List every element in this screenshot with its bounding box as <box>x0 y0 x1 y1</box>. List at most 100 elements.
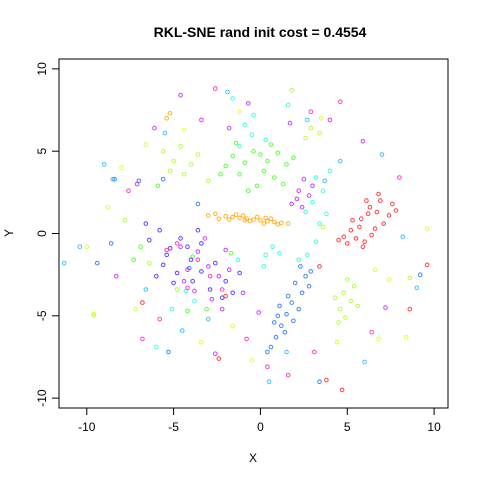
x-axis-label: X <box>249 451 257 465</box>
data-point <box>305 252 310 258</box>
data-point <box>303 274 308 279</box>
data-point <box>213 260 218 266</box>
data-point <box>199 339 204 345</box>
data-point <box>213 351 218 357</box>
data-point <box>226 125 232 131</box>
data-point <box>294 196 300 202</box>
data-point <box>143 142 149 147</box>
data-point <box>258 218 263 223</box>
data-point <box>277 303 282 309</box>
data-point <box>317 130 322 136</box>
data-point <box>240 213 246 218</box>
data-point <box>140 300 145 305</box>
data-point <box>185 244 190 249</box>
data-point <box>379 152 385 157</box>
data-point <box>313 175 319 180</box>
data-point <box>277 251 282 256</box>
data-point <box>219 306 225 312</box>
data-point <box>230 290 235 296</box>
data-point <box>112 176 117 182</box>
data-point <box>374 209 380 215</box>
data-point <box>285 221 291 226</box>
data-point <box>291 155 296 161</box>
data-point <box>233 140 239 146</box>
data-point <box>192 288 197 294</box>
data-point <box>289 88 295 93</box>
data-point <box>338 158 343 164</box>
data-point <box>272 320 277 325</box>
data-point <box>160 262 166 268</box>
data-point <box>251 148 256 154</box>
data-point <box>136 178 142 184</box>
data-point <box>105 204 110 210</box>
data-point <box>317 221 322 226</box>
data-point <box>140 336 145 342</box>
data-point <box>360 139 366 144</box>
data-point <box>362 239 367 244</box>
data-point <box>119 165 124 170</box>
data-point <box>284 349 289 355</box>
data-point <box>61 260 67 266</box>
data-point <box>147 260 152 266</box>
data-point <box>192 298 197 304</box>
y-tick-label: 0 <box>35 230 49 237</box>
data-point <box>230 96 235 101</box>
data-point <box>270 244 275 249</box>
data-point <box>341 234 347 240</box>
data-point <box>378 198 383 203</box>
data-point <box>174 270 180 276</box>
data-point <box>343 315 348 320</box>
data-point <box>327 168 333 174</box>
data-point <box>299 290 305 296</box>
data-point <box>261 168 267 174</box>
y-axis-label: Y <box>2 229 16 237</box>
data-point <box>155 183 161 189</box>
x-tick-label: -5 <box>168 420 179 434</box>
data-point <box>362 359 367 365</box>
data-point <box>185 308 190 314</box>
data-point <box>174 287 180 292</box>
data-point <box>263 215 269 221</box>
data-point <box>383 305 388 310</box>
data-point <box>223 213 228 219</box>
data-point <box>101 162 107 167</box>
data-point <box>285 372 291 378</box>
y-tick-label: -10 <box>35 389 49 407</box>
data-point <box>206 264 211 269</box>
data-point <box>265 364 270 370</box>
data-point <box>358 216 364 221</box>
data-point <box>230 214 235 220</box>
data-point <box>287 120 293 126</box>
data-point <box>400 234 406 240</box>
data-point <box>372 267 378 273</box>
data-point <box>178 244 183 249</box>
data-point <box>157 316 162 322</box>
data-point <box>126 188 131 193</box>
data-point <box>308 125 314 131</box>
data-point <box>164 247 169 253</box>
data-point <box>365 211 371 216</box>
data-point <box>162 130 168 136</box>
data-point <box>292 280 298 286</box>
data-point <box>167 168 173 174</box>
data-points <box>61 86 430 393</box>
data-point <box>284 162 289 167</box>
x-tick-label: -10 <box>78 420 96 434</box>
data-point <box>122 218 128 223</box>
data-point <box>206 213 211 218</box>
data-point <box>414 285 420 291</box>
data-point <box>306 283 312 289</box>
data-point <box>171 158 176 164</box>
data-point <box>254 214 260 220</box>
data-point <box>296 257 302 263</box>
data-point <box>301 176 307 182</box>
data-point <box>167 111 173 116</box>
data-point <box>178 144 183 149</box>
data-point <box>223 293 228 299</box>
data-point <box>320 224 326 230</box>
x-tick-label: 10 <box>427 420 441 434</box>
data-point <box>178 92 183 98</box>
data-point <box>166 349 171 355</box>
data-point <box>303 209 308 215</box>
